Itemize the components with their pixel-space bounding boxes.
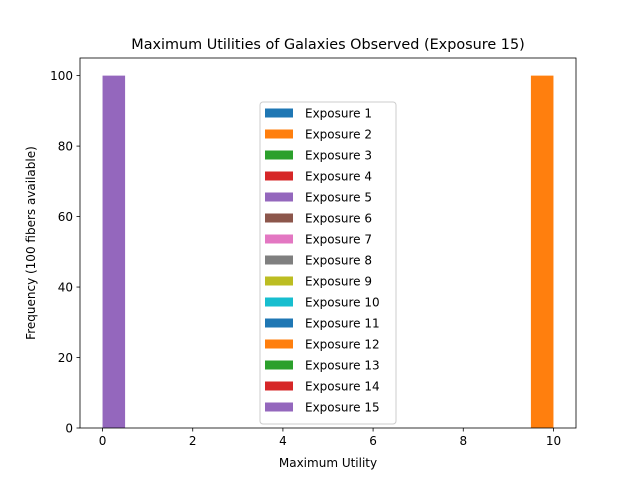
x-tick-label: 2 [189, 434, 197, 448]
legend-item: Exposure 9 [265, 275, 372, 289]
legend-label: Exposure 6 [305, 212, 372, 226]
legend-label: Exposure 1 [305, 107, 372, 121]
x-tick-label: 10 [546, 434, 561, 448]
legend-swatch [265, 192, 293, 202]
x-tick-label: 8 [459, 434, 467, 448]
legend-swatch [265, 339, 293, 349]
legend-label: Exposure 9 [305, 275, 372, 289]
legend-swatch [265, 129, 293, 139]
y-axis: 0 20 40 60 80 100 [50, 69, 80, 436]
legend-item: Exposure 1 [265, 107, 372, 121]
legend-label: Exposure 10 [305, 296, 380, 310]
legend-item: Exposure 12 [265, 338, 380, 352]
y-tick-label: 0 [65, 422, 73, 436]
legend-item: Exposure 15 [265, 401, 380, 415]
x-tick-label: 6 [369, 434, 377, 448]
legend-label: Exposure 15 [305, 401, 380, 415]
x-tick-label: 4 [279, 434, 287, 448]
legend-label: Exposure 13 [305, 359, 380, 373]
legend-item: Exposure 10 [265, 296, 380, 310]
legend-item: Exposure 11 [265, 317, 380, 331]
bar-series-15-1 [102, 75, 126, 428]
legend-item: Exposure 13 [265, 359, 380, 373]
plot-frame [79, 57, 577, 429]
legend-swatch [265, 213, 293, 223]
legend-frame [259, 101, 397, 425]
legend-item: Exposure 4 [265, 170, 372, 184]
legend-label: Exposure 7 [305, 233, 372, 247]
legend-swatch [265, 150, 293, 160]
legend-swatch [265, 276, 293, 286]
legend-item: Exposure 3 [265, 149, 372, 163]
y-tick-label: 100 [50, 69, 73, 83]
legend-item: Exposure 8 [265, 254, 372, 268]
y-tick-label: 60 [58, 210, 73, 224]
x-tick-label: 0 [99, 434, 107, 448]
chart-title: Maximum Utilities of Galaxies Observed (… [131, 37, 524, 53]
legend-label: Exposure 3 [305, 149, 372, 163]
x-axis-label: Maximum Utility [279, 456, 377, 470]
y-tick-label: 20 [58, 351, 73, 365]
legend-swatch [265, 234, 293, 244]
bars [102, 75, 554, 428]
legend-item: Exposure 14 [265, 380, 380, 394]
legend-label: Exposure 11 [305, 317, 380, 331]
bar-series-12-1 [530, 75, 554, 428]
legend-swatch [265, 108, 293, 118]
x-axis: 0 2 4 6 8 10 [99, 428, 561, 448]
y-axis-label: Frequency (100 fibers available) [24, 146, 38, 340]
legend-swatch [265, 171, 293, 181]
legend-label: Exposure 12 [305, 338, 380, 352]
legend-label: Exposure 14 [305, 380, 380, 394]
legend-swatch [265, 402, 293, 412]
legend-swatch [265, 381, 293, 391]
legend-label: Exposure 5 [305, 191, 372, 205]
legend-item: Exposure 7 [265, 233, 372, 247]
legend-label: Exposure 8 [305, 254, 372, 268]
legend-swatch [265, 318, 293, 328]
legend-swatch [265, 360, 293, 370]
legend: Exposure 1 Exposure 2 Exposure 3 Exposure 4… [259, 101, 397, 425]
legend-swatch [265, 255, 293, 265]
legend-item: Exposure 6 [265, 212, 372, 226]
legend-swatch [265, 297, 293, 307]
y-tick-label: 40 [58, 281, 73, 295]
legend-item: Exposure 5 [265, 191, 372, 205]
legend-item: Exposure 2 [265, 128, 372, 142]
legend-label: Exposure 4 [305, 170, 372, 184]
y-tick-label: 80 [58, 140, 73, 154]
legend-label: Exposure 2 [305, 128, 372, 142]
